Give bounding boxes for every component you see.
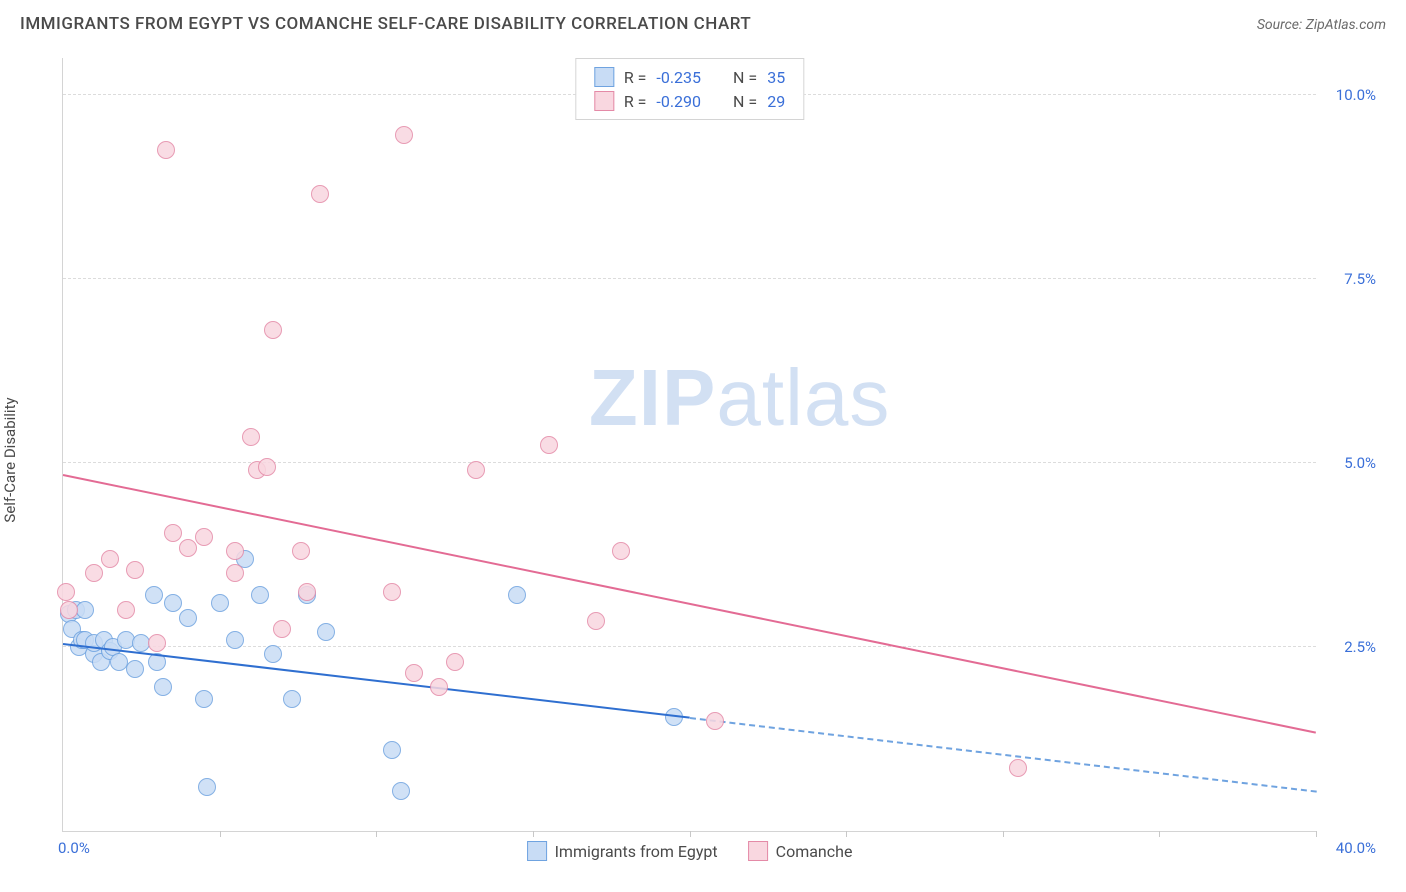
x-tick-mark (1316, 831, 1317, 837)
comanche-point (226, 564, 244, 582)
comanche-point (101, 550, 119, 568)
comanche-point (273, 620, 291, 638)
egypt-point (145, 586, 163, 604)
series-legend-label: Immigrants from Egypt (555, 842, 718, 861)
series-legend: Immigrants from Egypt Comanche (527, 841, 853, 861)
egypt-point (317, 623, 335, 641)
egypt-point (195, 690, 213, 708)
x-tick-mark (533, 831, 534, 837)
legend-swatch (594, 91, 614, 111)
comanche-point (405, 664, 423, 682)
comanche-point (226, 542, 244, 560)
comanche-point (57, 583, 75, 601)
legend-swatch (594, 67, 614, 87)
x-tick-mark (1159, 831, 1160, 837)
y-tick-label: 5.0% (1321, 454, 1376, 472)
watermark-rest: atlas (716, 353, 890, 442)
comanche-point (117, 601, 135, 619)
y-tick-label: 2.5% (1321, 638, 1376, 656)
comanche-point (395, 126, 413, 144)
egypt-point (264, 645, 282, 663)
legend-swatch (527, 841, 547, 861)
legend-n-label: N = (733, 68, 757, 87)
x-origin-tick: 0.0% (58, 839, 90, 857)
egypt-point (76, 601, 94, 619)
comanche-point (298, 583, 316, 601)
x-tick-mark (376, 831, 377, 837)
legend-r-label: R = (624, 92, 647, 111)
comanche-point (446, 653, 464, 671)
legend-r-label: R = (624, 68, 647, 87)
legend-n-label: N = (733, 92, 757, 111)
y-axis-label: Self-Care Disability (1, 397, 19, 522)
comanche-point (587, 612, 605, 630)
gridline (63, 646, 1316, 647)
series-legend-label: Comanche (776, 842, 853, 861)
legend-r-value: -0.290 (656, 92, 701, 111)
legend-n-value: 29 (767, 92, 785, 111)
series-legend-item: Comanche (748, 841, 853, 861)
gridline (63, 278, 1316, 279)
x-max-tick: 40.0% (1321, 839, 1376, 857)
legend-row: R = -0.235 N = 35 (594, 65, 785, 89)
comanche-point (540, 436, 558, 454)
title-bar: IMMIGRANTS FROM EGYPT VS COMANCHE SELF-C… (0, 0, 1406, 42)
egypt-point (383, 741, 401, 759)
comanche-point (258, 458, 276, 476)
y-tick-label: 10.0% (1321, 86, 1376, 104)
comanche-point (242, 428, 260, 446)
comanche-point (467, 461, 485, 479)
x-tick-mark (690, 831, 691, 837)
legend-n-value: 35 (767, 68, 785, 87)
egypt-point (164, 594, 182, 612)
comanche-point (311, 185, 329, 203)
legend-swatch (748, 841, 768, 861)
watermark-bold: ZIP (589, 353, 716, 442)
comanche-point (126, 561, 144, 579)
source-label: Source: ZipAtlas.com (1257, 17, 1386, 33)
comanche-point (60, 601, 78, 619)
egypt-point (283, 690, 301, 708)
y-tick-label: 7.5% (1321, 270, 1376, 288)
legend-r-value: -0.235 (656, 68, 701, 87)
comanche-point (706, 712, 724, 730)
chart-title: IMMIGRANTS FROM EGYPT VS COMANCHE SELF-C… (20, 14, 751, 34)
series-legend-item: Immigrants from Egypt (527, 841, 718, 861)
egypt-point (126, 660, 144, 678)
egypt-point (154, 678, 172, 696)
comanche-point (157, 141, 175, 159)
x-tick-mark (846, 831, 847, 837)
legend-row: R = -0.290 N = 29 (594, 89, 785, 113)
comanche-point (195, 528, 213, 546)
egypt-point (211, 594, 229, 612)
comanche-point (383, 583, 401, 601)
egypt-point (179, 609, 197, 627)
egypt-point (198, 778, 216, 796)
egypt-trend-dash (689, 717, 1316, 793)
x-tick-mark (1003, 831, 1004, 837)
correlation-legend: R = -0.235 N = 35 R = -0.290 N = 29 (575, 58, 804, 120)
comanche-point (164, 524, 182, 542)
comanche-point (148, 634, 166, 652)
comanche-trend-line (63, 474, 1316, 734)
comanche-point (292, 542, 310, 560)
egypt-point (251, 586, 269, 604)
egypt-point (392, 782, 410, 800)
egypt-point (508, 586, 526, 604)
comanche-point (430, 678, 448, 696)
chart-area: Self-Care Disability ZIPatlas 0.0% 40.0%… (20, 48, 1386, 872)
comanche-point (179, 539, 197, 557)
comanche-point (264, 321, 282, 339)
plot-region: ZIPatlas 0.0% 40.0% 2.5%5.0%7.5%10.0%R =… (62, 58, 1316, 832)
comanche-point (85, 564, 103, 582)
comanche-point (612, 542, 630, 560)
comanche-point (1009, 759, 1027, 777)
x-tick-mark (220, 831, 221, 837)
egypt-point (226, 631, 244, 649)
watermark: ZIPatlas (589, 352, 890, 444)
